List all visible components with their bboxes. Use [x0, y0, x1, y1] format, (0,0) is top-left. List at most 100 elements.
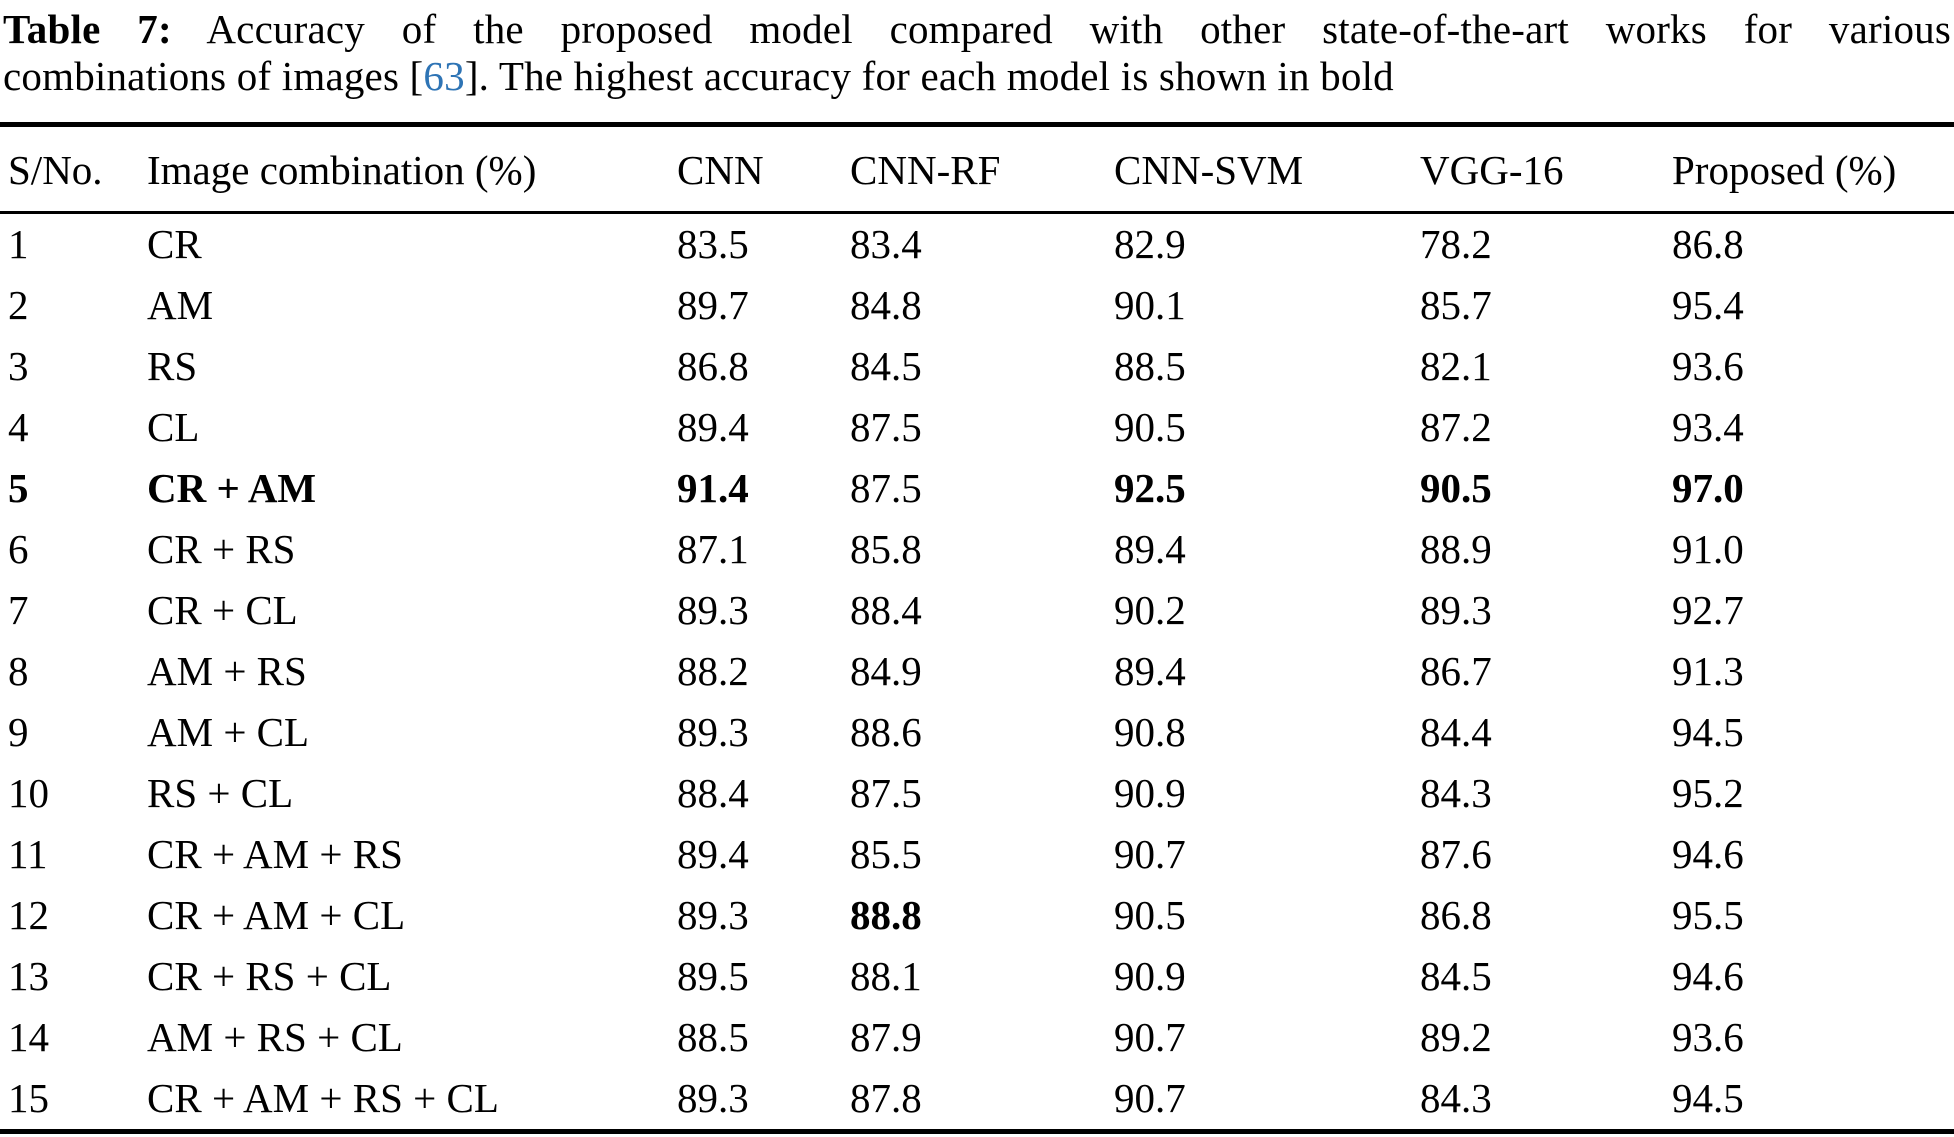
cell-vgg-16: 90.5 — [1420, 465, 1492, 512]
cell-cnn: 86.8 — [677, 343, 749, 390]
cell-cnn: 83.5 — [677, 221, 749, 268]
cell-cnn: 89.4 — [677, 404, 749, 451]
cell-sno: 6 — [8, 526, 29, 573]
table-row: 3 RS 86.8 84.5 88.5 82.1 93.6 — [0, 336, 1954, 397]
cell-sno: 8 — [8, 648, 29, 695]
cell-cnn-rf: 88.8 — [850, 892, 922, 939]
cell-sno: 13 — [8, 953, 49, 1000]
cell-cnn-rf: 87.8 — [850, 1075, 922, 1122]
cell-cnn: 88.4 — [677, 770, 749, 817]
cell-combination: AM — [147, 282, 214, 329]
cell-cnn-svm: 90.7 — [1114, 831, 1186, 878]
cell-combination: CL — [147, 404, 200, 451]
cell-cnn: 88.2 — [677, 648, 749, 695]
cell-proposed: 86.8 — [1672, 221, 1744, 268]
cell-cnn: 89.4 — [677, 831, 749, 878]
header-row: S/No. Image combination (%) CNN CNN-RF C… — [0, 125, 1954, 213]
col-header-sno: S/No. — [8, 147, 103, 194]
cell-cnn: 88.5 — [677, 1014, 749, 1061]
table-row: 14 AM + RS + CL 88.5 87.9 90.7 89.2 93.6 — [0, 1007, 1954, 1068]
col-header-cnn-svm: CNN-SVM — [1114, 147, 1304, 194]
cell-vgg-16: 84.4 — [1420, 709, 1492, 756]
cell-combination: RS + CL — [147, 770, 294, 817]
col-header-vgg-16: VGG-16 — [1420, 147, 1564, 194]
cell-cnn-rf: 88.4 — [850, 587, 922, 634]
cell-cnn-svm: 90.2 — [1114, 587, 1186, 634]
cell-cnn-rf: 84.9 — [850, 648, 922, 695]
table-row: 1 CR 83.5 83.4 82.9 78.2 86.8 — [0, 213, 1954, 276]
cell-sno: 4 — [8, 404, 29, 451]
cell-vgg-16: 87.2 — [1420, 404, 1492, 451]
cell-cnn-svm: 90.1 — [1114, 282, 1186, 329]
cell-cnn: 87.1 — [677, 526, 749, 573]
cell-sno: 1 — [8, 221, 29, 268]
accuracy-table: S/No. Image combination (%) CNN CNN-RF C… — [0, 122, 1954, 1135]
caption-text-2: combinations of images [ — [3, 53, 424, 100]
table-row: 11 CR + AM + RS 89.4 85.5 90.7 87.6 94.6 — [0, 824, 1954, 885]
table-row: 4 CL 89.4 87.5 90.5 87.2 93.4 — [0, 397, 1954, 458]
cell-vgg-16: 84.3 — [1420, 770, 1492, 817]
cell-proposed: 95.5 — [1672, 892, 1744, 939]
cell-cnn-rf: 87.9 — [850, 1014, 922, 1061]
cell-vgg-16: 78.2 — [1420, 221, 1492, 268]
cell-vgg-16: 85.7 — [1420, 282, 1492, 329]
cell-cnn: 89.3 — [677, 892, 749, 939]
cell-cnn-svm: 90.7 — [1114, 1014, 1186, 1061]
cell-cnn-svm: 90.5 — [1114, 404, 1186, 451]
table-row: 7 CR + CL 89.3 88.4 90.2 89.3 92.7 — [0, 580, 1954, 641]
table-row: 5 CR + AM 91.4 87.5 92.5 90.5 97.0 — [0, 458, 1954, 519]
cell-cnn-svm: 92.5 — [1114, 465, 1186, 512]
cell-cnn-rf: 83.4 — [850, 221, 922, 268]
cell-combination: CR + RS — [147, 526, 296, 573]
cell-sno: 11 — [8, 831, 48, 878]
table-row: 12 CR + AM + CL 89.3 88.8 90.5 86.8 95.5 — [0, 885, 1954, 946]
cell-proposed: 93.6 — [1672, 343, 1744, 390]
caption-line-1: Table 7: Accuracy of the proposed model … — [3, 6, 1951, 53]
table-row: 10 RS + CL 88.4 87.5 90.9 84.3 95.2 — [0, 763, 1954, 824]
table-row: 13 CR + RS + CL 89.5 88.1 90.9 84.5 94.6 — [0, 946, 1954, 1007]
col-header-proposed: Proposed (%) — [1672, 147, 1897, 194]
cell-sno: 10 — [8, 770, 49, 817]
cell-cnn-svm: 90.8 — [1114, 709, 1186, 756]
cell-cnn-rf: 88.1 — [850, 953, 922, 1000]
accuracy-table-body: 1 CR 83.5 83.4 82.9 78.2 86.8 2 AM 89.7 84.8 90.1 85… — [0, 213, 1954, 1132]
caption-table-label: Table 7: — [3, 6, 172, 52]
cell-combination: RS — [147, 343, 198, 390]
col-header-combination: Image combination (%) — [147, 147, 537, 194]
cell-cnn: 89.3 — [677, 1075, 749, 1122]
cell-cnn: 89.3 — [677, 587, 749, 634]
caption-text-3: ]. The highest accuracy for each model i… — [464, 53, 1394, 100]
cell-combination: AM + RS — [147, 648, 307, 695]
cell-cnn-svm: 89.4 — [1114, 526, 1186, 573]
cell-cnn-rf: 87.5 — [850, 465, 922, 512]
table-row: 2 AM 89.7 84.8 90.1 85.7 95.4 — [0, 275, 1954, 336]
cell-combination: CR + AM — [147, 465, 317, 512]
cell-proposed: 94.5 — [1672, 709, 1744, 756]
cell-combination: CR + CL — [147, 587, 298, 634]
cell-cnn: 91.4 — [677, 465, 749, 512]
citation-link[interactable]: 63 — [423, 53, 465, 100]
cell-cnn-rf: 85.5 — [850, 831, 922, 878]
cell-vgg-16: 88.9 — [1420, 526, 1492, 573]
cell-proposed: 95.2 — [1672, 770, 1744, 817]
cell-cnn-svm: 90.5 — [1114, 892, 1186, 939]
cell-cnn-rf: 87.5 — [850, 404, 922, 451]
cell-sno: 2 — [8, 282, 29, 329]
cell-proposed: 93.6 — [1672, 1014, 1744, 1061]
cell-proposed: 95.4 — [1672, 282, 1744, 329]
cell-proposed: 91.3 — [1672, 648, 1744, 695]
cell-proposed: 92.7 — [1672, 587, 1744, 634]
cell-cnn-rf: 88.6 — [850, 709, 922, 756]
cell-combination: CR + AM + CL — [147, 892, 406, 939]
cell-proposed: 94.6 — [1672, 953, 1744, 1000]
cell-vgg-16: 89.2 — [1420, 1014, 1492, 1061]
cell-sno: 15 — [8, 1075, 49, 1122]
cell-cnn: 89.5 — [677, 953, 749, 1000]
cell-vgg-16: 82.1 — [1420, 343, 1492, 390]
cell-vgg-16: 89.3 — [1420, 587, 1492, 634]
cell-sno: 3 — [8, 343, 29, 390]
cell-sno: 12 — [8, 892, 49, 939]
table-row: 15 CR + AM + RS + CL 89.3 87.8 90.7 84.3 94.5 — [0, 1068, 1954, 1132]
cell-vgg-16: 87.6 — [1420, 831, 1492, 878]
cell-proposed: 94.6 — [1672, 831, 1744, 878]
